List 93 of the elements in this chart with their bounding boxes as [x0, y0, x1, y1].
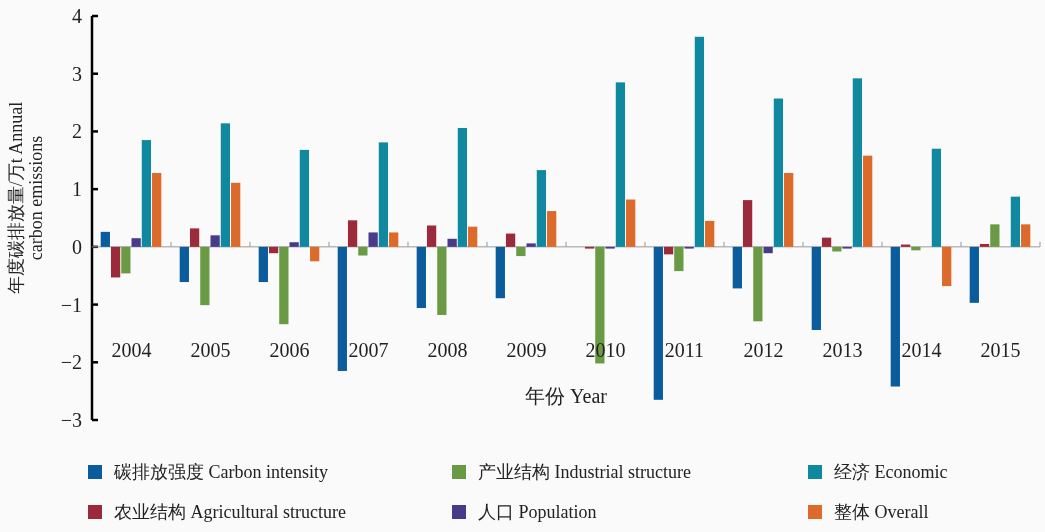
bar: [389, 232, 399, 247]
bar: [663, 246, 674, 255]
bar: [210, 235, 220, 247]
bar: [821, 237, 832, 247]
bar: [347, 220, 358, 247]
bar: [110, 246, 121, 278]
x-tick-label: 2007: [348, 339, 389, 361]
legend-item: 碳排放强度 Carbon intensity: [88, 462, 328, 482]
bar: [852, 78, 863, 247]
bar: [694, 36, 705, 247]
bar: [152, 172, 162, 247]
y-tick-label: 3: [72, 62, 82, 85]
bar: [231, 182, 241, 247]
y-axis-title: 年度碳排放量/万t Annual carbon emissions: [6, 101, 46, 295]
bar: [732, 246, 742, 289]
bar: [911, 246, 921, 251]
legend-label: 经济 Economic: [834, 462, 948, 482]
bar: [258, 246, 268, 283]
bar: [784, 172, 794, 247]
bar: [189, 228, 200, 247]
bar: [653, 246, 663, 400]
y-tick-label: −1: [60, 293, 82, 316]
legend-label: 整体 Overall: [834, 502, 929, 522]
bar: [121, 246, 131, 274]
legend-item: 整体 Overall: [808, 502, 929, 522]
x-tick-label: 2011: [664, 339, 705, 361]
bar: [468, 226, 478, 247]
bar: [516, 246, 526, 257]
y-tick-label: 1: [72, 178, 82, 201]
bar: [705, 220, 715, 247]
bar: [674, 246, 684, 272]
x-tick-label: 2014: [901, 339, 942, 361]
bar: [337, 246, 347, 371]
bar: [773, 98, 784, 247]
x-tick-label: 2008: [427, 339, 468, 361]
y-tick-label: 4: [72, 5, 82, 27]
bar: [890, 246, 900, 387]
x-tick-label: 2005: [190, 339, 231, 361]
bar: [447, 238, 457, 247]
bar: [1021, 224, 1031, 247]
y-tick-label: −2: [60, 351, 82, 374]
bar: [979, 243, 990, 247]
legend-item: 农业结构 Agricultural structure: [88, 502, 346, 522]
x-tick-label: 2004: [111, 339, 152, 361]
legend-item: 经济 Economic: [808, 462, 948, 482]
x-axis-title: 年份 Year: [525, 385, 608, 407]
bar: [141, 140, 152, 247]
bar: [811, 246, 821, 330]
bar: [299, 149, 310, 247]
bar: [526, 243, 536, 247]
bar: [547, 211, 557, 247]
bar: [505, 233, 516, 247]
bar: [131, 238, 141, 247]
bar: [378, 142, 389, 247]
bar: [969, 246, 979, 303]
legend-item: 产业结构 Industrial structure: [452, 462, 691, 482]
x-tick-label: 2015: [980, 339, 1021, 361]
bar: [179, 246, 189, 283]
y-tick-label: 0: [72, 235, 82, 258]
bar: [763, 246, 773, 254]
bar: [990, 224, 1000, 247]
legend-item: 人口 Population: [452, 502, 597, 522]
bar: [310, 246, 320, 262]
bar: [220, 123, 231, 247]
bar: [753, 246, 763, 322]
bar: [863, 155, 873, 247]
bar: [279, 246, 289, 325]
x-tick-label: 2012: [743, 339, 784, 361]
x-tick-label: 2009: [506, 339, 547, 361]
bar: [289, 242, 299, 247]
bar: [626, 199, 636, 247]
bar: [426, 225, 437, 247]
bar: [100, 231, 110, 247]
bar: [457, 127, 468, 247]
bar: [495, 246, 505, 299]
bar: [268, 246, 279, 254]
y-tick-label: 2: [72, 120, 82, 143]
bar: [832, 246, 842, 252]
bar: [416, 246, 426, 309]
bar: [742, 200, 753, 247]
bar: [368, 232, 378, 247]
bar: [358, 246, 368, 256]
bar: [1010, 196, 1021, 247]
bar: [615, 82, 626, 247]
bar: [931, 148, 942, 247]
x-tick-label: 2006: [269, 339, 310, 361]
bar: [200, 246, 210, 306]
y-tick-label: −3: [60, 409, 82, 431]
bar: [536, 170, 547, 247]
bar: [437, 246, 447, 315]
bar: [942, 246, 952, 287]
legend-label: 人口 Population: [478, 502, 597, 522]
x-tick-label: 2013: [822, 339, 863, 361]
